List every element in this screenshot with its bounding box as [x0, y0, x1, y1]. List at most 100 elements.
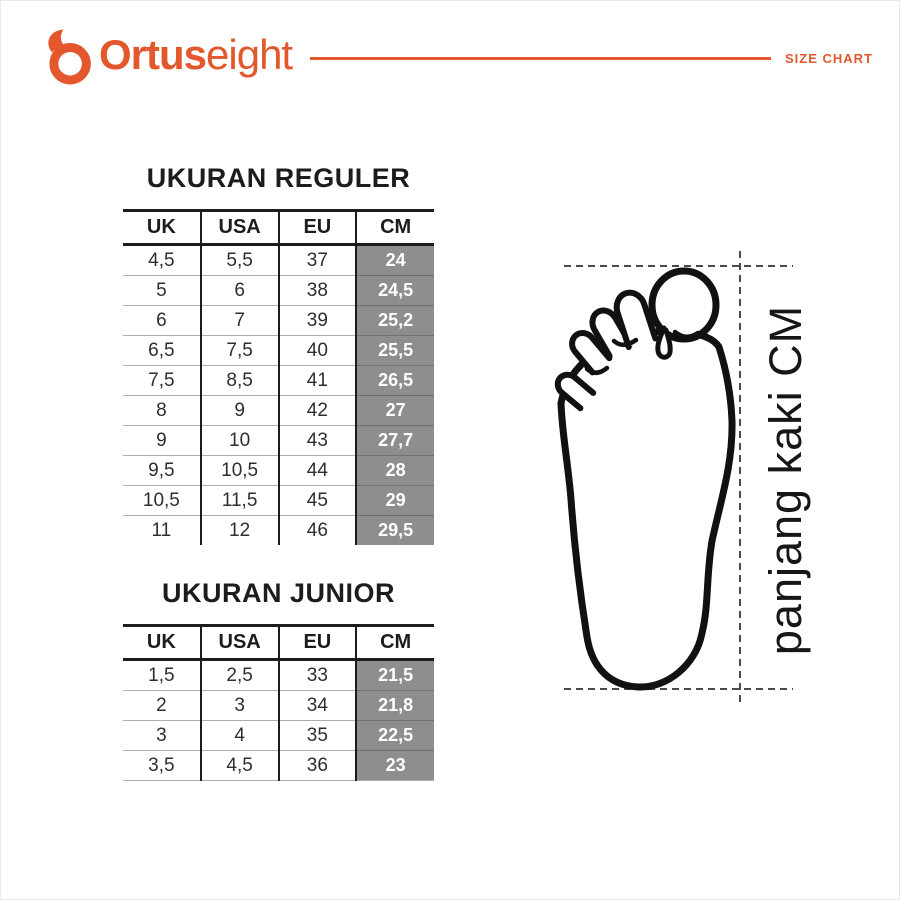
size-cell: 6: [123, 305, 201, 336]
size-cell: 24: [355, 244, 434, 276]
foot-length-label: panjang kaki CM: [760, 304, 811, 656]
size-cell: 11: [123, 515, 201, 545]
header-divider-line: [310, 56, 771, 60]
pinky-toe-icon: [554, 371, 597, 412]
size-cell: 1,5: [123, 659, 201, 691]
size-cell: 4,5: [199, 750, 279, 781]
size-cell: 7,5: [123, 365, 201, 396]
brand-name-light: eight: [206, 31, 293, 78]
size-cell: 10: [199, 425, 279, 456]
size-cell: 8,5: [199, 365, 279, 396]
brand-logo: Ortuseight: [41, 29, 293, 85]
column-header: USA: [199, 209, 279, 246]
size-cell: 35: [277, 720, 357, 751]
table-row: 9 10 43 27,7: [123, 425, 434, 456]
header-row: UK USA EU CM: [123, 624, 434, 661]
size-cell: 12: [199, 515, 279, 545]
size-cell: 4: [199, 720, 279, 751]
header-row: UK USA EU CM: [123, 209, 434, 246]
foot-measurement-diagram: [551, 241, 831, 721]
toe-crease-2: [611, 337, 639, 347]
table-row: 6 7 39 25,2: [123, 305, 434, 336]
size-cell: 25,5: [355, 335, 434, 366]
size-cell: 37: [277, 244, 357, 276]
table-row: 6,5 7,5 40 25,5: [123, 335, 434, 366]
size-cell: 5,5: [199, 244, 279, 276]
table-row: 10,5 11,5 45 29: [123, 485, 434, 516]
size-cell: 21,5: [355, 659, 434, 691]
brand-logo-text: Ortuseight: [99, 31, 293, 78]
size-cell: 11,5: [199, 485, 279, 516]
table-row: 7,5 8,5 41 26,5: [123, 365, 434, 396]
size-cell: 9: [123, 425, 201, 456]
size-cell: 24,5: [355, 275, 434, 306]
size-cell: 39: [277, 305, 357, 336]
toe-crease-3: [584, 365, 610, 375]
size-cell: 7: [199, 305, 279, 336]
table-row: 3,5 4,5 36 23: [123, 750, 434, 781]
size-cell: 6: [199, 275, 279, 306]
size-cell: 5: [123, 275, 201, 306]
regular-size-table: UK USA EU CM 4,5 5,5 37 24 5 6 38 24,5 6 7 39 25,2 6,5 7,…: [123, 209, 434, 545]
table-row: 5 6 38 24,5: [123, 275, 434, 306]
toe-detail-drop: [655, 325, 673, 360]
junior-size-table: UK USA EU CM 1,5 2,5 33 21,5 2 3 34 21,8 3 4 35 22,5 3,5…: [123, 624, 434, 781]
fourth-toe-icon: [569, 330, 613, 376]
column-header: UK: [123, 209, 201, 246]
second-toe-icon: [613, 289, 659, 351]
brand-flame-o-icon: [48, 29, 91, 85]
size-cell: 46: [277, 515, 357, 545]
size-cell: 25,2: [355, 305, 434, 336]
size-cell: 2: [123, 690, 201, 721]
size-cell: 10,5: [199, 455, 279, 486]
size-cell: 28: [355, 455, 434, 486]
size-cell: 21,8: [355, 690, 434, 721]
size-cell: 8: [123, 395, 201, 426]
size-cell: 45: [277, 485, 357, 516]
regular-size-section: UKURAN REGULER UK USA EU CM 4,5 5,5 37 24 5 6 38 24…: [123, 162, 434, 545]
junior-section-title: UKURAN JUNIOR: [161, 578, 395, 608]
table-row: 2 3 34 21,8: [123, 690, 434, 721]
column-header: EU: [277, 209, 357, 246]
junior-size-section: UKURAN JUNIOR UK USA EU CM 1,5 2,5 33 21,5 2 3 34 2…: [123, 577, 434, 781]
brand-name-bold: Ortus: [99, 31, 207, 78]
size-cell: 27: [355, 395, 434, 426]
big-toe-icon: [648, 267, 720, 343]
size-cell: 6,5: [123, 335, 201, 366]
size-cell: 4,5: [123, 244, 201, 276]
size-cell: 10,5: [123, 485, 201, 516]
table-row: 3 4 35 22,5: [123, 720, 434, 751]
table-row: 8 9 42 27: [123, 395, 434, 426]
table-row: 1,5 2,5 33 21,5: [123, 659, 434, 691]
size-cell: 2,5: [199, 659, 279, 691]
column-header: USA: [199, 624, 279, 661]
size-cell: 40: [277, 335, 357, 366]
size-cell: 44: [277, 455, 357, 486]
size-cell: 26,5: [355, 365, 434, 396]
column-header: CM: [355, 624, 434, 661]
toe-crease-1: [672, 329, 701, 339]
size-cell: 34: [277, 690, 357, 721]
size-cell: 29,5: [355, 515, 434, 545]
regular-section-title: UKURAN REGULER: [146, 163, 411, 193]
size-cell: 23: [355, 750, 434, 781]
size-cell: 38: [277, 275, 357, 306]
size-cell: 9: [199, 395, 279, 426]
header: Ortuseight SIZE CHART: [41, 29, 873, 85]
size-cell: 41: [277, 365, 357, 396]
column-header: UK: [123, 624, 201, 661]
size-cell: 27,7: [355, 425, 434, 456]
size-cell: 22,5: [355, 720, 434, 751]
size-cell: 42: [277, 395, 357, 426]
size-cell: 3: [123, 720, 201, 751]
page-title: SIZE CHART: [785, 50, 873, 66]
column-header: CM: [355, 209, 434, 246]
table-row: 4,5 5,5 37 24: [123, 244, 434, 276]
table-row: 11 12 46 29,5: [123, 515, 434, 545]
size-cell: 9,5: [123, 455, 201, 486]
size-cell: 33: [277, 659, 357, 691]
size-cell: 3: [199, 690, 279, 721]
table-row: 9,5 10,5 44 28: [123, 455, 434, 486]
size-cell: 29: [355, 485, 434, 516]
column-header: EU: [277, 624, 357, 661]
